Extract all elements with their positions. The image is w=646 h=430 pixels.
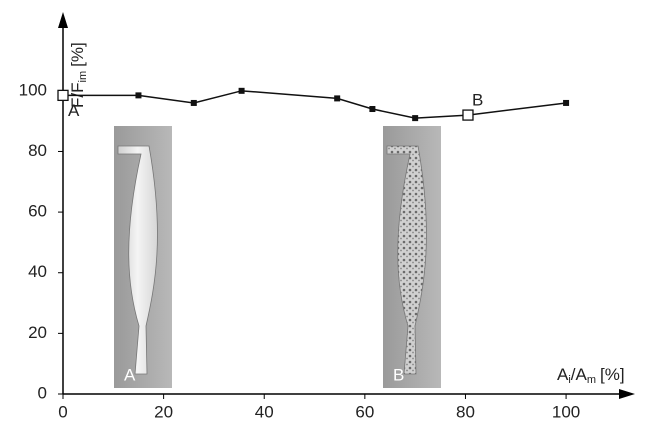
y-label-part: im xyxy=(77,71,89,83)
inset-label: A xyxy=(124,365,136,384)
x-arrow xyxy=(619,389,635,399)
x-tick-label: 0 xyxy=(58,402,67,421)
point-marker xyxy=(412,115,418,121)
x-tick-label: 40 xyxy=(255,402,274,421)
y-tick-label: 100 xyxy=(19,80,47,99)
x-label-part: A xyxy=(557,365,569,384)
y-axis-label: F/Fim[%] xyxy=(68,42,88,108)
y-tick-label: 0 xyxy=(38,383,47,402)
y-arrow xyxy=(58,12,68,28)
point-marker-open xyxy=(58,90,68,100)
point-marker xyxy=(191,100,197,106)
point-marker-open xyxy=(463,110,473,120)
x-tick-label: 60 xyxy=(355,402,374,421)
point-marker xyxy=(369,106,375,112)
x-tick-label: 80 xyxy=(456,402,475,421)
point-marker xyxy=(334,95,340,101)
x-label-part: /A xyxy=(571,365,588,384)
point-label: B xyxy=(472,91,483,110)
y-tick-label: 80 xyxy=(28,141,47,160)
x-label-part: m xyxy=(587,374,596,386)
point-label: A xyxy=(68,101,80,120)
y-tick-label: 20 xyxy=(28,323,47,342)
point-marker xyxy=(563,100,569,106)
y-tick-label: 60 xyxy=(28,202,47,221)
x-label-part: [%] xyxy=(600,365,625,384)
point-marker xyxy=(135,92,141,98)
x-tick-label: 20 xyxy=(154,402,173,421)
x-tick-label: 100 xyxy=(552,402,580,421)
y-label-part: [%] xyxy=(68,42,87,67)
inset-label: B xyxy=(393,365,404,384)
x-axis-label: Ai/Am[%] xyxy=(557,365,625,385)
point-marker xyxy=(239,88,245,94)
chart: AB 020406080100020406080100F/Fim[%]Ai/Am… xyxy=(0,0,646,430)
y-tick-label: 40 xyxy=(28,262,47,281)
